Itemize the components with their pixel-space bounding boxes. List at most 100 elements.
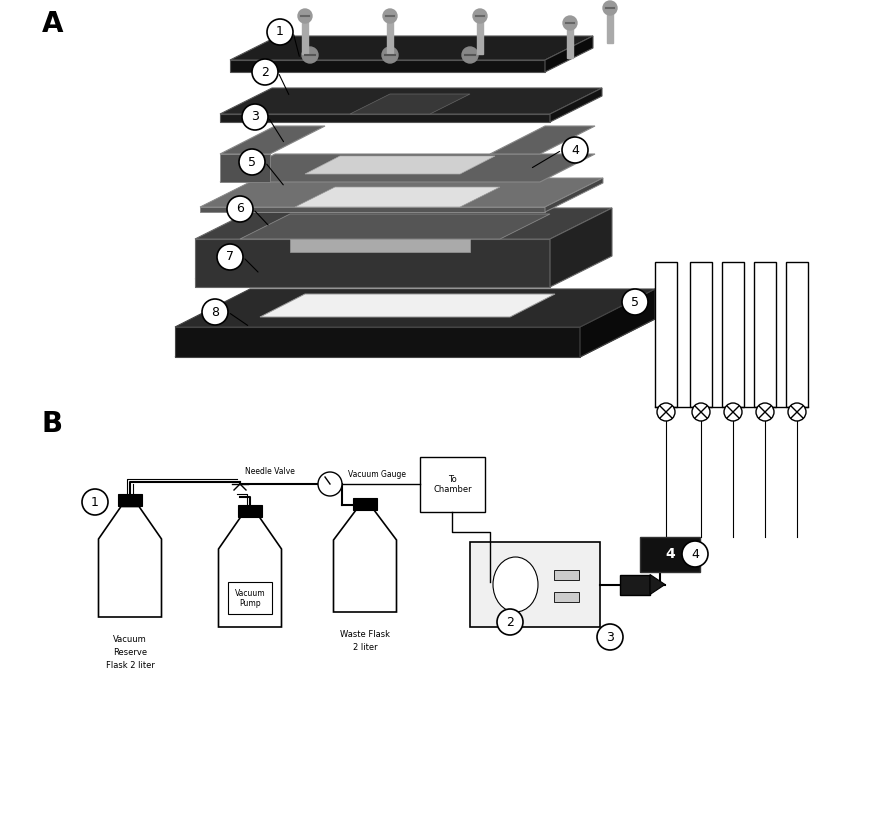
Circle shape: [267, 19, 293, 45]
Circle shape: [239, 149, 265, 175]
Circle shape: [691, 403, 709, 421]
Polygon shape: [220, 88, 602, 114]
Polygon shape: [649, 575, 664, 594]
Circle shape: [242, 104, 267, 130]
Circle shape: [461, 47, 477, 63]
Polygon shape: [220, 114, 549, 122]
Bar: [785, 262, 807, 407]
Circle shape: [602, 1, 617, 15]
Polygon shape: [218, 516, 282, 627]
Circle shape: [787, 403, 805, 421]
Polygon shape: [239, 256, 534, 279]
Polygon shape: [549, 208, 611, 287]
Text: 4: 4: [690, 547, 698, 561]
Polygon shape: [304, 156, 495, 174]
Circle shape: [227, 196, 253, 222]
Polygon shape: [175, 319, 654, 357]
Polygon shape: [549, 88, 602, 122]
Circle shape: [473, 9, 487, 23]
Circle shape: [596, 624, 623, 650]
Circle shape: [82, 489, 108, 515]
Text: Vacuum
Pump: Vacuum Pump: [234, 589, 265, 608]
Polygon shape: [98, 506, 161, 617]
Bar: [639, 537, 699, 572]
Polygon shape: [230, 60, 545, 72]
Circle shape: [302, 47, 317, 63]
Text: Chamber: Chamber: [432, 485, 471, 494]
Text: Needle Valve: Needle Valve: [245, 467, 295, 476]
Circle shape: [755, 403, 774, 421]
Bar: [118, 495, 142, 506]
Text: Waste Flask: Waste Flask: [339, 630, 389, 639]
Bar: [387, 16, 393, 54]
Text: 3: 3: [251, 110, 259, 123]
Text: 4: 4: [570, 144, 578, 156]
Polygon shape: [489, 126, 595, 154]
Text: Flask 2 liter: Flask 2 liter: [105, 661, 154, 670]
Bar: [228, 581, 272, 614]
Text: 2 liter: 2 liter: [353, 643, 377, 652]
Polygon shape: [239, 214, 549, 239]
Text: Vacuum: Vacuum: [113, 635, 146, 644]
Bar: [469, 542, 599, 627]
Polygon shape: [200, 178, 602, 207]
Circle shape: [621, 289, 647, 315]
Bar: [689, 262, 711, 407]
Text: To: To: [447, 475, 456, 484]
Circle shape: [381, 47, 397, 63]
Circle shape: [217, 244, 243, 270]
Polygon shape: [545, 36, 592, 72]
Polygon shape: [220, 126, 324, 154]
Text: 1: 1: [275, 25, 283, 39]
Circle shape: [561, 137, 588, 163]
Bar: [238, 505, 261, 516]
Polygon shape: [195, 279, 545, 287]
Circle shape: [382, 9, 396, 23]
Polygon shape: [580, 289, 654, 357]
Bar: [419, 457, 484, 512]
Text: 2: 2: [505, 616, 513, 629]
Text: 3: 3: [605, 630, 613, 644]
Polygon shape: [175, 327, 580, 357]
Bar: [302, 16, 308, 54]
Polygon shape: [195, 208, 611, 239]
Bar: [721, 262, 743, 407]
Text: Vacuum Gauge: Vacuum Gauge: [347, 469, 405, 478]
Circle shape: [681, 541, 707, 567]
Bar: [619, 575, 649, 594]
Text: A: A: [42, 10, 63, 38]
Polygon shape: [545, 249, 604, 287]
Circle shape: [724, 403, 741, 421]
Polygon shape: [220, 154, 270, 182]
Bar: [476, 16, 482, 54]
Text: B: B: [42, 410, 63, 438]
Text: 5: 5: [247, 155, 256, 169]
Text: 4: 4: [665, 547, 674, 561]
Text: 2: 2: [260, 66, 268, 78]
Bar: [567, 23, 573, 58]
Text: 1: 1: [91, 496, 99, 509]
Polygon shape: [260, 294, 554, 317]
Polygon shape: [295, 187, 499, 207]
Polygon shape: [350, 94, 469, 114]
Polygon shape: [289, 239, 469, 252]
Text: 6: 6: [236, 202, 244, 215]
Circle shape: [656, 403, 674, 421]
Circle shape: [562, 16, 576, 30]
Polygon shape: [195, 239, 549, 287]
Text: 5: 5: [631, 295, 638, 308]
Circle shape: [297, 9, 311, 23]
Polygon shape: [195, 249, 604, 279]
Bar: [554, 570, 579, 580]
Polygon shape: [545, 178, 602, 212]
Polygon shape: [175, 289, 654, 327]
Bar: [353, 498, 376, 510]
Bar: [554, 592, 579, 602]
Text: 7: 7: [225, 251, 234, 264]
Polygon shape: [230, 36, 592, 60]
Bar: [654, 262, 676, 407]
Circle shape: [317, 472, 342, 496]
Bar: [606, 8, 612, 43]
Polygon shape: [200, 207, 545, 212]
Text: Reserve: Reserve: [113, 648, 146, 657]
